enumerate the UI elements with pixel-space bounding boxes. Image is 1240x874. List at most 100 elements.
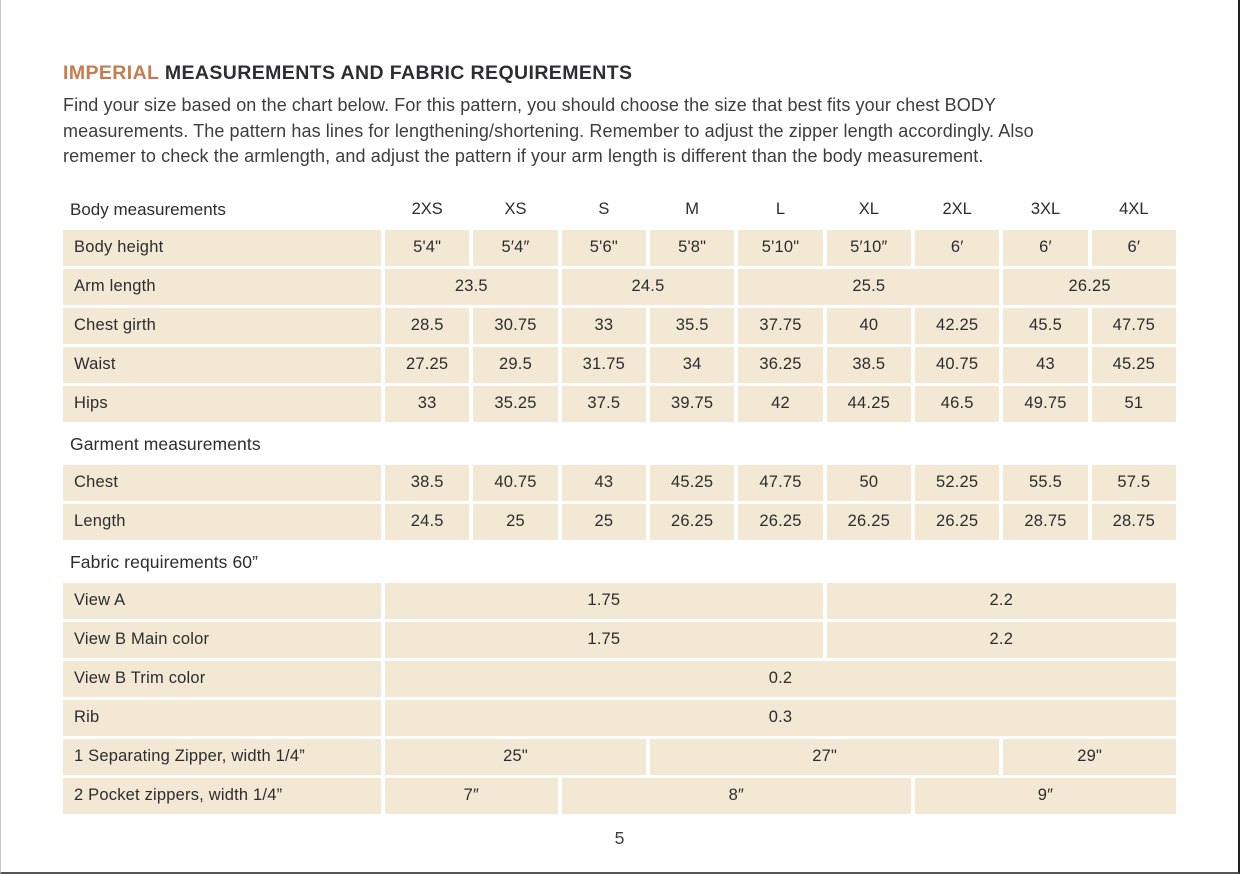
value-cell: 2.2	[826, 621, 1176, 658]
value-cell: 0.2	[385, 660, 1176, 697]
value-cell: 28.75	[1091, 503, 1176, 540]
value-cell: 5'4"	[385, 229, 470, 266]
row-label-cell: View B Trim color	[63, 660, 381, 697]
table-row: Hips 33 35.25 37.5 39.75 42 44.25 46.5 49.75 51	[63, 385, 1176, 422]
value-cell: 37.5	[561, 385, 646, 422]
value-cell: 8″	[561, 777, 911, 814]
value-cell: 7″	[385, 777, 558, 814]
value-cell: 38.5	[385, 464, 470, 501]
value-cell: 6′	[1091, 229, 1176, 266]
value-cell: 28.5	[385, 307, 470, 344]
column-header: L	[775, 200, 786, 218]
value-cell: 29.5	[473, 346, 558, 383]
value-cell: 50	[826, 464, 911, 501]
value-cell: 24.5	[561, 268, 735, 305]
column-header: 2XS	[411, 200, 443, 218]
value-cell: 31.75	[561, 346, 646, 383]
value-cell: 43	[1003, 346, 1088, 383]
value-cell: 57.5	[1091, 464, 1176, 501]
row-label-cell: Waist	[63, 346, 381, 383]
row-label-cell: Chest girth	[63, 307, 381, 344]
value-cell: 55.5	[1003, 464, 1088, 501]
page-title: IMPERIAL MEASUREMENTS AND FABRIC REQUIRE…	[63, 0, 1238, 85]
table-row: Chest girth 28.5 30.75 33 35.5 37.75 40 42.25 45…	[63, 307, 1176, 344]
value-cell: 6′	[1003, 229, 1088, 266]
value-cell: 45.5	[1003, 307, 1088, 344]
value-cell: 26.25	[650, 503, 735, 540]
section-title: Fabric requirements 60”	[70, 552, 259, 572]
value-cell: 36.25	[738, 346, 823, 383]
table-row: Rib 0.3	[63, 699, 1176, 736]
value-cell: 27"	[650, 738, 1000, 775]
value-cell: 40.75	[473, 464, 558, 501]
value-cell: 42	[738, 385, 823, 422]
table-row: View B Trim color 0.2	[63, 660, 1176, 697]
page-number: 5	[614, 827, 625, 848]
table-row: Length 24.5 25 25 26.25 26.25 26.25 26.25 28.75 2…	[63, 503, 1176, 540]
section-title: Garment measurements	[70, 434, 261, 454]
value-cell: 40.75	[915, 346, 1000, 383]
value-cell: 35.5	[650, 307, 735, 344]
column-header-row: Body measurements 2XS XS S M L XL 2XL 3XL 4XL	[63, 195, 1176, 225]
column-header: XL	[858, 200, 879, 218]
value-cell: 26.25	[738, 503, 823, 540]
row-label-cell: 1 Separating Zipper, width 1/4”	[63, 738, 381, 775]
table-row: View A 1.75 2.2	[63, 582, 1176, 619]
value-cell: 5'6"	[561, 229, 646, 266]
value-cell: 5'8"	[650, 229, 735, 266]
table-row: 2 Pocket zippers, width 1/4” 7″ 8″ 9″	[63, 777, 1176, 814]
table-row: Chest 38.5 40.75 43 45.25 47.75 50 52.25 55.5 57.…	[63, 464, 1176, 501]
value-cell: 47.75	[1091, 307, 1176, 344]
section-title: Body measurements	[70, 199, 226, 219]
value-cell: 2.2	[826, 582, 1176, 619]
value-cell: 5'10"	[738, 229, 823, 266]
row-label-cell: View A	[63, 582, 381, 619]
value-cell: 33	[561, 307, 646, 344]
intro-paragraph: Find your size based on the chart below.…	[63, 93, 1238, 170]
value-cell: 25	[473, 503, 558, 540]
value-cell: 6′	[915, 229, 1000, 266]
value-cell: 25"	[385, 738, 646, 775]
value-cell: 44.25	[826, 385, 911, 422]
value-cell: 37.75	[738, 307, 823, 344]
value-cell: 42.25	[915, 307, 1000, 344]
value-cell: 25	[561, 503, 646, 540]
intro-line-3: rememer to check the armlength, and adju…	[63, 146, 984, 166]
row-label-cell: Hips	[63, 385, 381, 422]
value-cell: 52.25	[915, 464, 1000, 501]
value-cell: 27.25	[385, 346, 470, 383]
row-label-cell: Arm length	[63, 268, 381, 305]
table-row: Body height 5'4" 5′4″ 5'6" 5'8" 5'10" 5′10″ 6′ 6…	[63, 229, 1176, 266]
value-cell: 23.5	[385, 268, 558, 305]
row-label-cell: Chest	[63, 464, 381, 501]
row-label-cell: 2 Pocket zippers, width 1/4”	[63, 777, 381, 814]
value-cell: 29"	[1003, 738, 1176, 775]
value-cell: 0.3	[385, 699, 1176, 736]
value-cell: 33	[385, 385, 470, 422]
row-label-cell: Rib	[63, 699, 381, 736]
table-row: Waist 27.25 29.5 31.75 34 36.25 38.5 40.75 43 45.…	[63, 346, 1176, 383]
value-cell: 34	[650, 346, 735, 383]
title-accent: IMPERIAL	[63, 62, 160, 84]
column-header: 4XL	[1119, 200, 1149, 218]
value-cell: 45.25	[650, 464, 735, 501]
value-cell: 45.25	[1091, 346, 1176, 383]
row-label-cell: View B Main color	[63, 621, 381, 658]
value-cell: 24.5	[385, 503, 470, 540]
title-main: MEASUREMENTS AND FABRIC REQUIREMENTS	[164, 62, 633, 84]
value-cell: 30.75	[473, 307, 558, 344]
value-cell: 26.25	[826, 503, 911, 540]
value-cell: 40	[826, 307, 911, 344]
value-cell: 35.25	[473, 385, 558, 422]
value-cell: 43	[561, 464, 646, 501]
intro-line-2: measurements. The pattern has lines for …	[63, 120, 1034, 141]
row-label-cell: Body height	[63, 229, 381, 266]
value-cell: 9″	[915, 777, 1176, 814]
value-cell: 5′10″	[826, 229, 911, 266]
column-header: S	[598, 200, 610, 218]
value-cell: 51	[1091, 385, 1176, 422]
value-cell: 26.25	[1003, 268, 1176, 305]
value-cell: 47.75	[738, 464, 823, 501]
measurement-table: Body measurements 2XS XS S M L XL 2XL 3XL 4XL Body…	[63, 195, 1176, 814]
